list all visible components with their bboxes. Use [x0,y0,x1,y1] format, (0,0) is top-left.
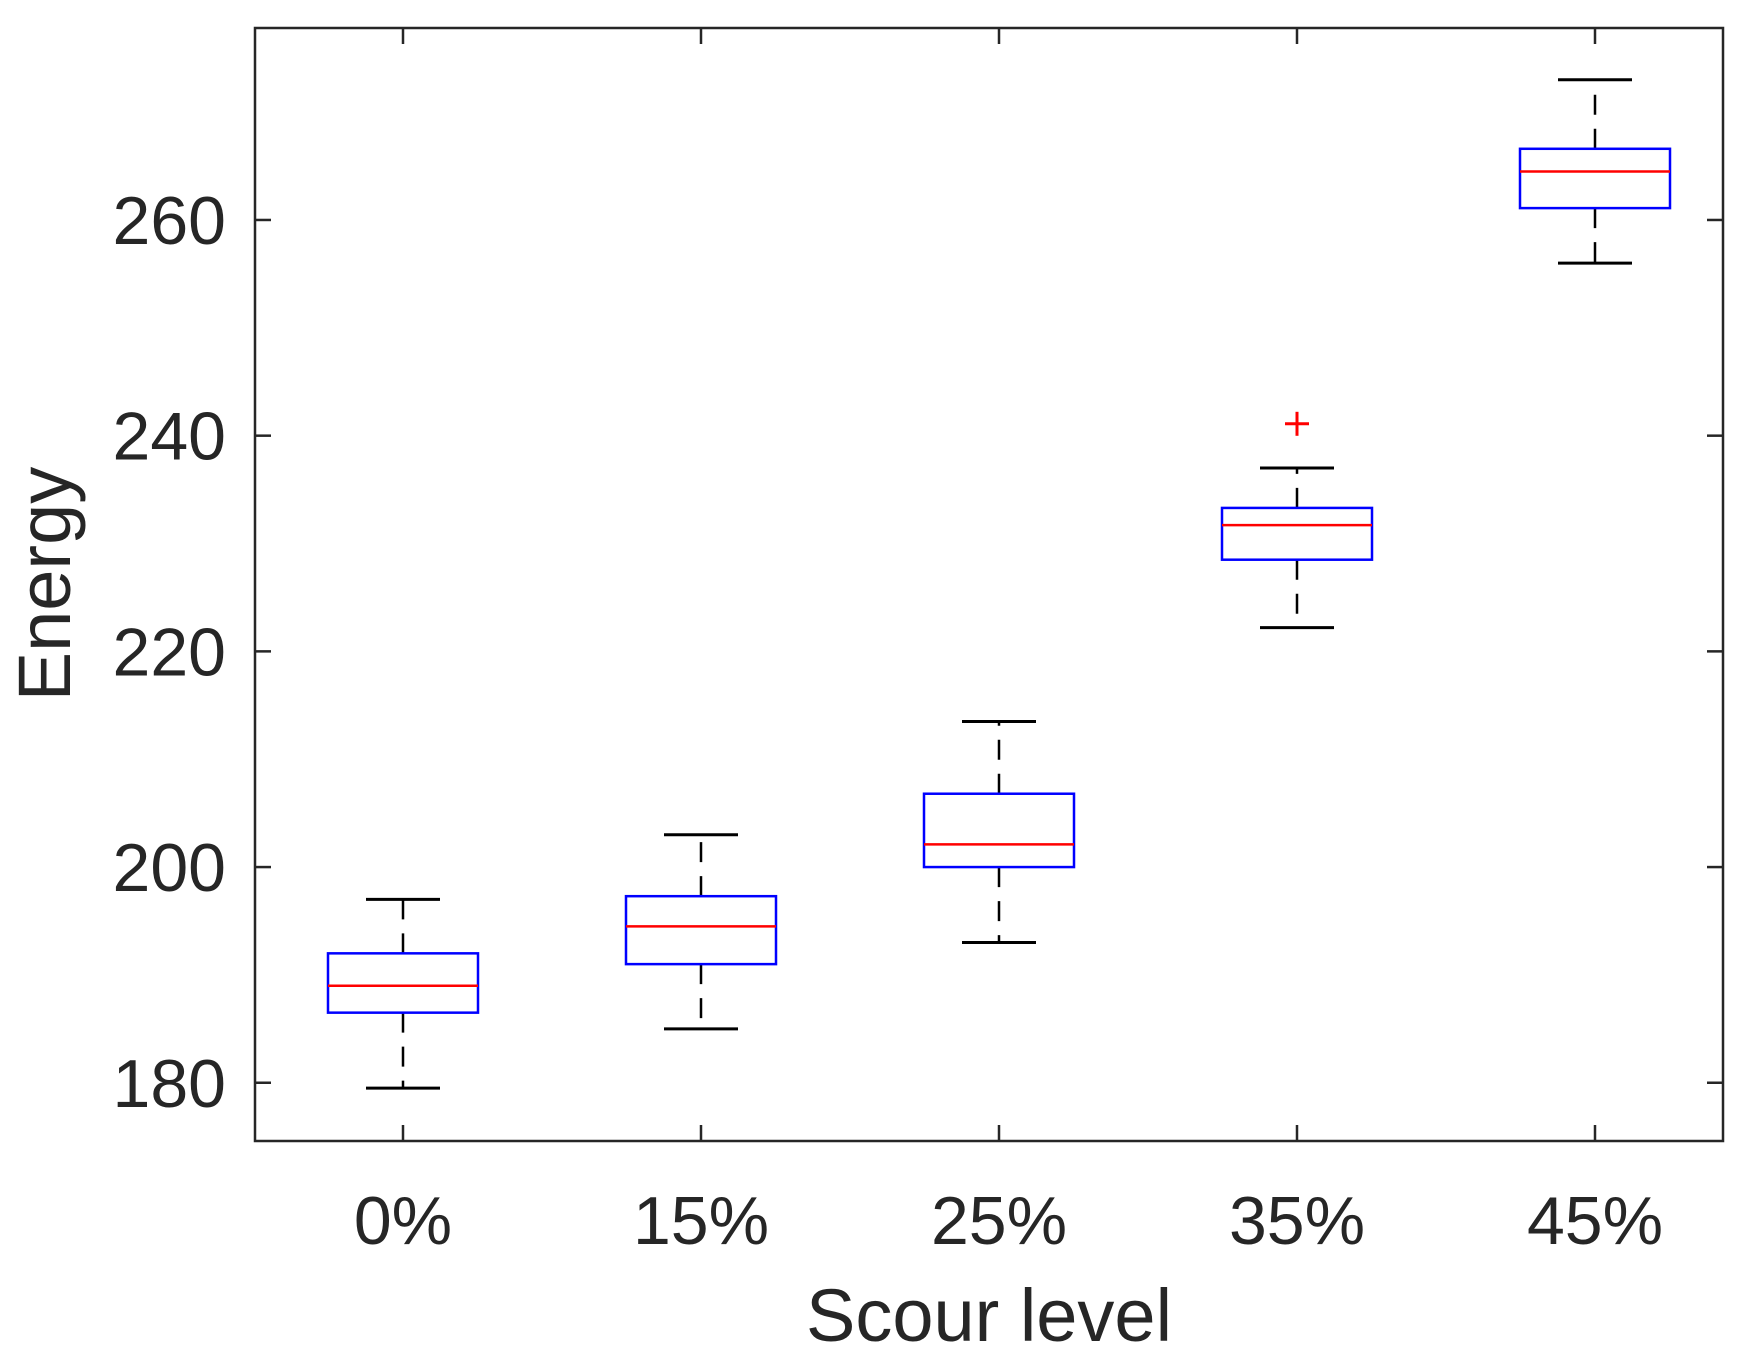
x-tick-label: 15% [633,1183,769,1259]
box-iqr [326,952,480,1014]
x-tick-label: 45% [1527,1183,1663,1259]
y-tick-label: 260 [113,183,226,259]
y-tick-label: 200 [113,830,226,906]
box-iqr [1518,147,1672,210]
ticks-layer [255,28,1723,1141]
labels-layer: 180 200 220 240 260 0% 15% 25% 35% 45% [113,183,1664,1259]
box-iqr [1220,506,1374,561]
y-tick-label: 180 [113,1046,226,1122]
y-axis-title: Energy [3,467,86,701]
x-tick-label: 0% [354,1183,452,1259]
y-tick-label: 240 [113,399,226,475]
box-iqr [922,792,1076,869]
y-tick-label: 220 [113,614,226,690]
boxes-layer [326,78,1672,1090]
x-axis-title: Scour level [806,1274,1172,1356]
box-iqr [624,894,778,966]
x-tick-label: 25% [931,1183,1067,1259]
plot-area [253,26,1725,1143]
x-tick-label: 35% [1229,1183,1365,1259]
